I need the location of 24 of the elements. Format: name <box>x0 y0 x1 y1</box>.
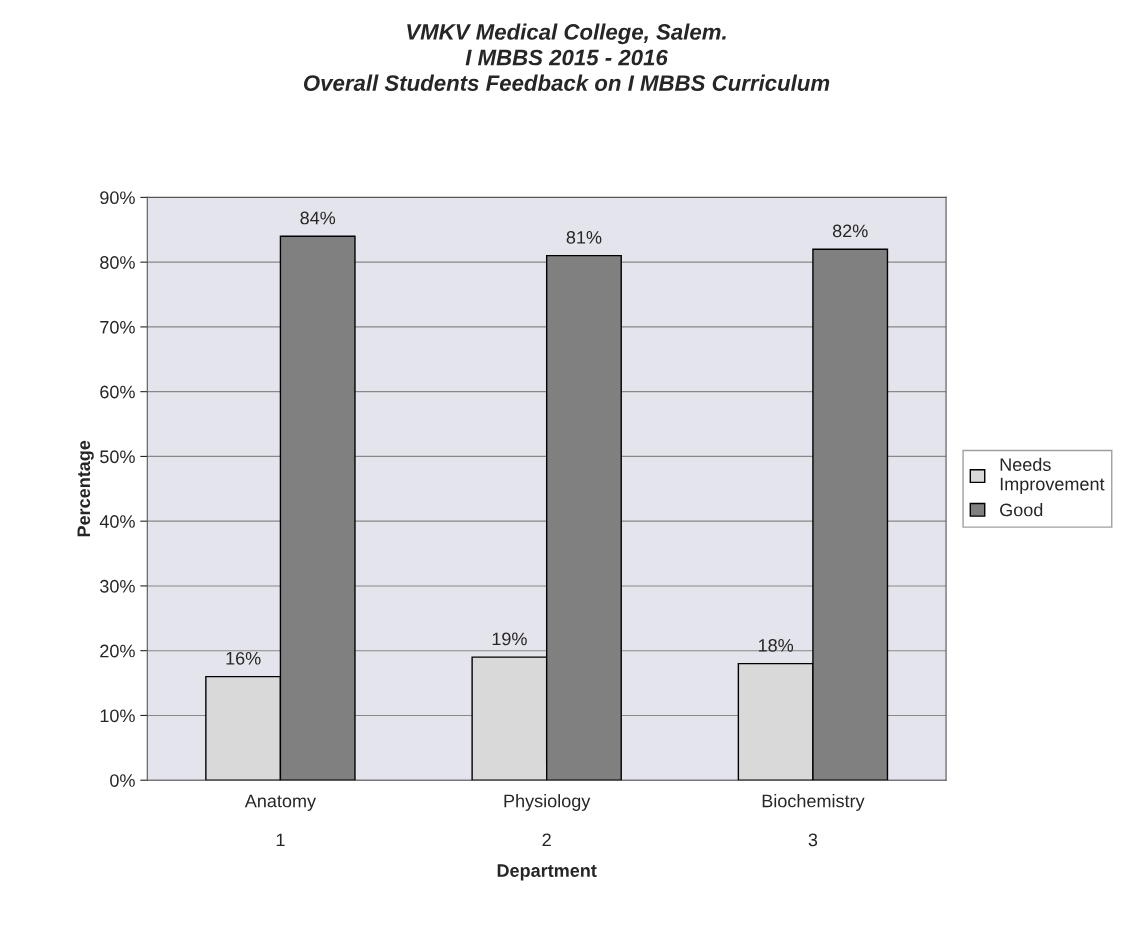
legend-label: Good <box>1000 503 1043 517</box>
category-label: Physiology 2 <box>504 794 591 847</box>
y-tick-label: 90% <box>100 191 135 205</box>
legend-label: Needs Improvement <box>1000 457 1105 495</box>
y-tick-label: 0% <box>110 774 135 787</box>
y-tick-label: 30% <box>100 579 135 593</box>
x-axis-title: Department <box>497 864 597 881</box>
data-label: 19% <box>492 632 527 646</box>
y-tick-label: 50% <box>100 450 135 464</box>
category-label: Biochemistry 3 <box>762 794 865 847</box>
y-tick-label: 10% <box>100 709 135 723</box>
y-tick-label: 80% <box>100 256 135 269</box>
data-label: 84% <box>300 211 336 225</box>
y-tick-label: 40% <box>99 515 135 528</box>
data-label: 82% <box>832 224 868 238</box>
data-label: 18% <box>758 638 794 652</box>
y-tick-label: 70% <box>100 320 135 334</box>
y-tick-label: 20% <box>100 644 135 658</box>
chart-title: VMKV Medical College, Salem. I MBBS 2015 - 2016 Overall Students Feedback on I MBBS Curriculum <box>303 23 830 91</box>
category-label: Anatomy 1 <box>244 794 317 847</box>
data-label: 81% <box>566 230 602 244</box>
y-axis-title: Percentage <box>77 440 94 537</box>
y-tick-label: 60% <box>100 385 135 399</box>
data-label: 16% <box>226 651 261 665</box>
